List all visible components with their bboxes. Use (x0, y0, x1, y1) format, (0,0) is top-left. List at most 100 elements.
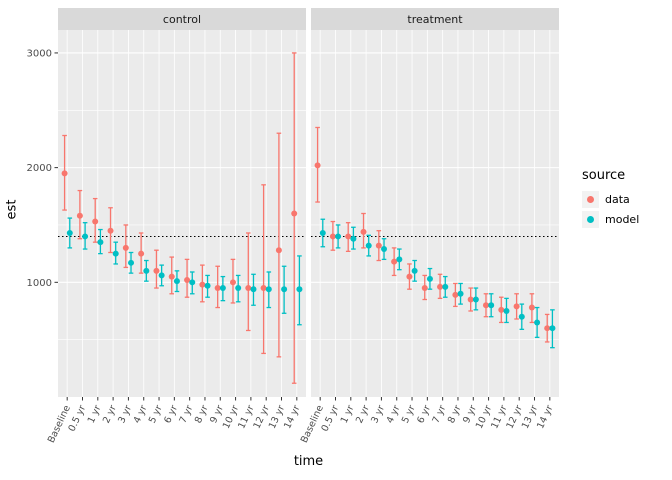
point-estimate (457, 290, 464, 297)
point-estimate (250, 286, 257, 293)
point-estimate (204, 282, 211, 289)
point-estimate (365, 242, 372, 249)
point-estimate (82, 233, 89, 240)
legend-entry-model: model (582, 211, 639, 228)
x-axis-title: time (293, 454, 324, 469)
point-estimate (260, 285, 267, 292)
point-estimate (143, 267, 150, 274)
x-tick-label: 6 yr (162, 404, 180, 426)
x-tick-label: 3 yr (116, 404, 134, 426)
point-estimate (518, 313, 525, 320)
point-estimate (488, 302, 495, 309)
x-tick-label: 1 yr (86, 404, 104, 426)
facet-strip (311, 8, 559, 30)
x-tick-label: 7 yr (178, 404, 196, 426)
x-tick-label: 2 yr (354, 404, 372, 426)
point-estimate (503, 307, 510, 314)
point-estimate (291, 210, 298, 217)
point-estimate (112, 250, 119, 257)
point-estimate (549, 325, 556, 332)
point-estimate (544, 325, 551, 332)
facet-label: treatment (407, 13, 463, 26)
point-estimate (350, 235, 357, 242)
point-estimate (245, 285, 252, 292)
x-tick-label: 3 yr (369, 404, 387, 426)
point-estimate (345, 233, 352, 240)
x-tick-label: 5 yr (147, 404, 165, 426)
x-tick-label: 8 yr (446, 404, 464, 426)
point-estimate (138, 250, 145, 257)
point-estimate (314, 162, 321, 169)
panel-background (58, 30, 306, 397)
point-estimate (97, 239, 104, 246)
point-estimate (107, 227, 114, 234)
point-estimate (498, 306, 505, 313)
point-estimate (335, 233, 342, 240)
point-estimate (168, 273, 175, 280)
point-estimate (61, 170, 68, 177)
legend-entry-data: data (582, 191, 639, 208)
point-estimate (281, 286, 288, 293)
legend-label-model: model (605, 213, 640, 226)
point-estimate (219, 285, 226, 292)
point-estimate (265, 286, 272, 293)
point-estimate (275, 247, 282, 254)
data-series-point-icon (587, 196, 594, 203)
point-estimate (122, 244, 129, 251)
y-tick-label: 2000 (27, 163, 52, 174)
legend-title: source (582, 168, 626, 183)
point-estimate (437, 283, 444, 290)
y-tick-label: 3000 (27, 48, 52, 59)
point-estimate (391, 258, 398, 265)
point-estimate (128, 259, 135, 266)
point-estimate (319, 229, 326, 236)
point-estimate (329, 233, 336, 240)
point-estimate (360, 228, 367, 235)
point-estimate (76, 212, 83, 219)
point-estimate (534, 319, 541, 326)
facet-strip (58, 8, 306, 30)
point-estimate (199, 281, 206, 288)
point-estimate (406, 273, 413, 280)
point-estimate (173, 278, 180, 285)
x-tick-label: 2 yr (101, 404, 119, 426)
x-tick-label: 5 yr (400, 404, 418, 426)
point-estimate (92, 218, 99, 225)
point-estimate (184, 277, 191, 284)
point-estimate (229, 279, 236, 286)
model-series-point-icon (587, 216, 594, 223)
x-tick-label: 4 yr (385, 404, 403, 426)
point-estimate (528, 304, 535, 311)
point-estimate (66, 229, 73, 236)
point-estimate (513, 303, 520, 310)
point-estimate (442, 283, 449, 290)
x-tick-label: 7 yr (431, 404, 449, 426)
x-tick-label: 6 yr (415, 404, 433, 426)
point-estimate (189, 279, 196, 286)
point-estimate (411, 267, 418, 274)
y-axis-title: est (4, 199, 20, 220)
point-estimate (153, 267, 160, 274)
point-estimate (158, 272, 165, 279)
legend: source data model (582, 168, 639, 231)
point-estimate (482, 302, 489, 309)
point-estimate (472, 296, 479, 303)
point-estimate (296, 286, 303, 293)
point-estimate (396, 256, 403, 263)
legend-key (582, 211, 599, 228)
point-estimate (452, 291, 459, 298)
x-tick-label: 8 yr (193, 404, 211, 426)
point-estimate (381, 246, 388, 253)
legend-label-data: data (605, 193, 630, 206)
point-estimate (467, 296, 474, 303)
point-estimate (421, 285, 428, 292)
x-tick-label: 1 yr (339, 404, 357, 426)
panel-background (311, 30, 559, 397)
x-tick-label: 4 yr (132, 404, 150, 426)
point-estimate (426, 275, 433, 282)
point-estimate (214, 285, 221, 292)
legend-key (582, 191, 599, 208)
facet-label: control (163, 13, 201, 26)
